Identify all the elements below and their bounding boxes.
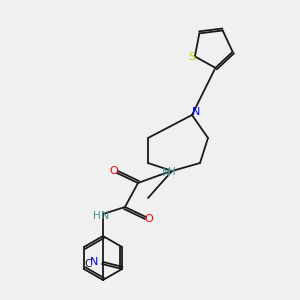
Text: N: N xyxy=(162,168,170,178)
Text: C: C xyxy=(84,259,92,269)
Text: N: N xyxy=(101,211,109,221)
Text: N: N xyxy=(192,107,200,117)
Text: H: H xyxy=(168,167,176,177)
Text: H: H xyxy=(93,211,101,221)
Text: N: N xyxy=(90,257,98,267)
Text: O: O xyxy=(110,166,118,176)
Text: O: O xyxy=(145,214,153,224)
Text: S: S xyxy=(188,52,195,62)
